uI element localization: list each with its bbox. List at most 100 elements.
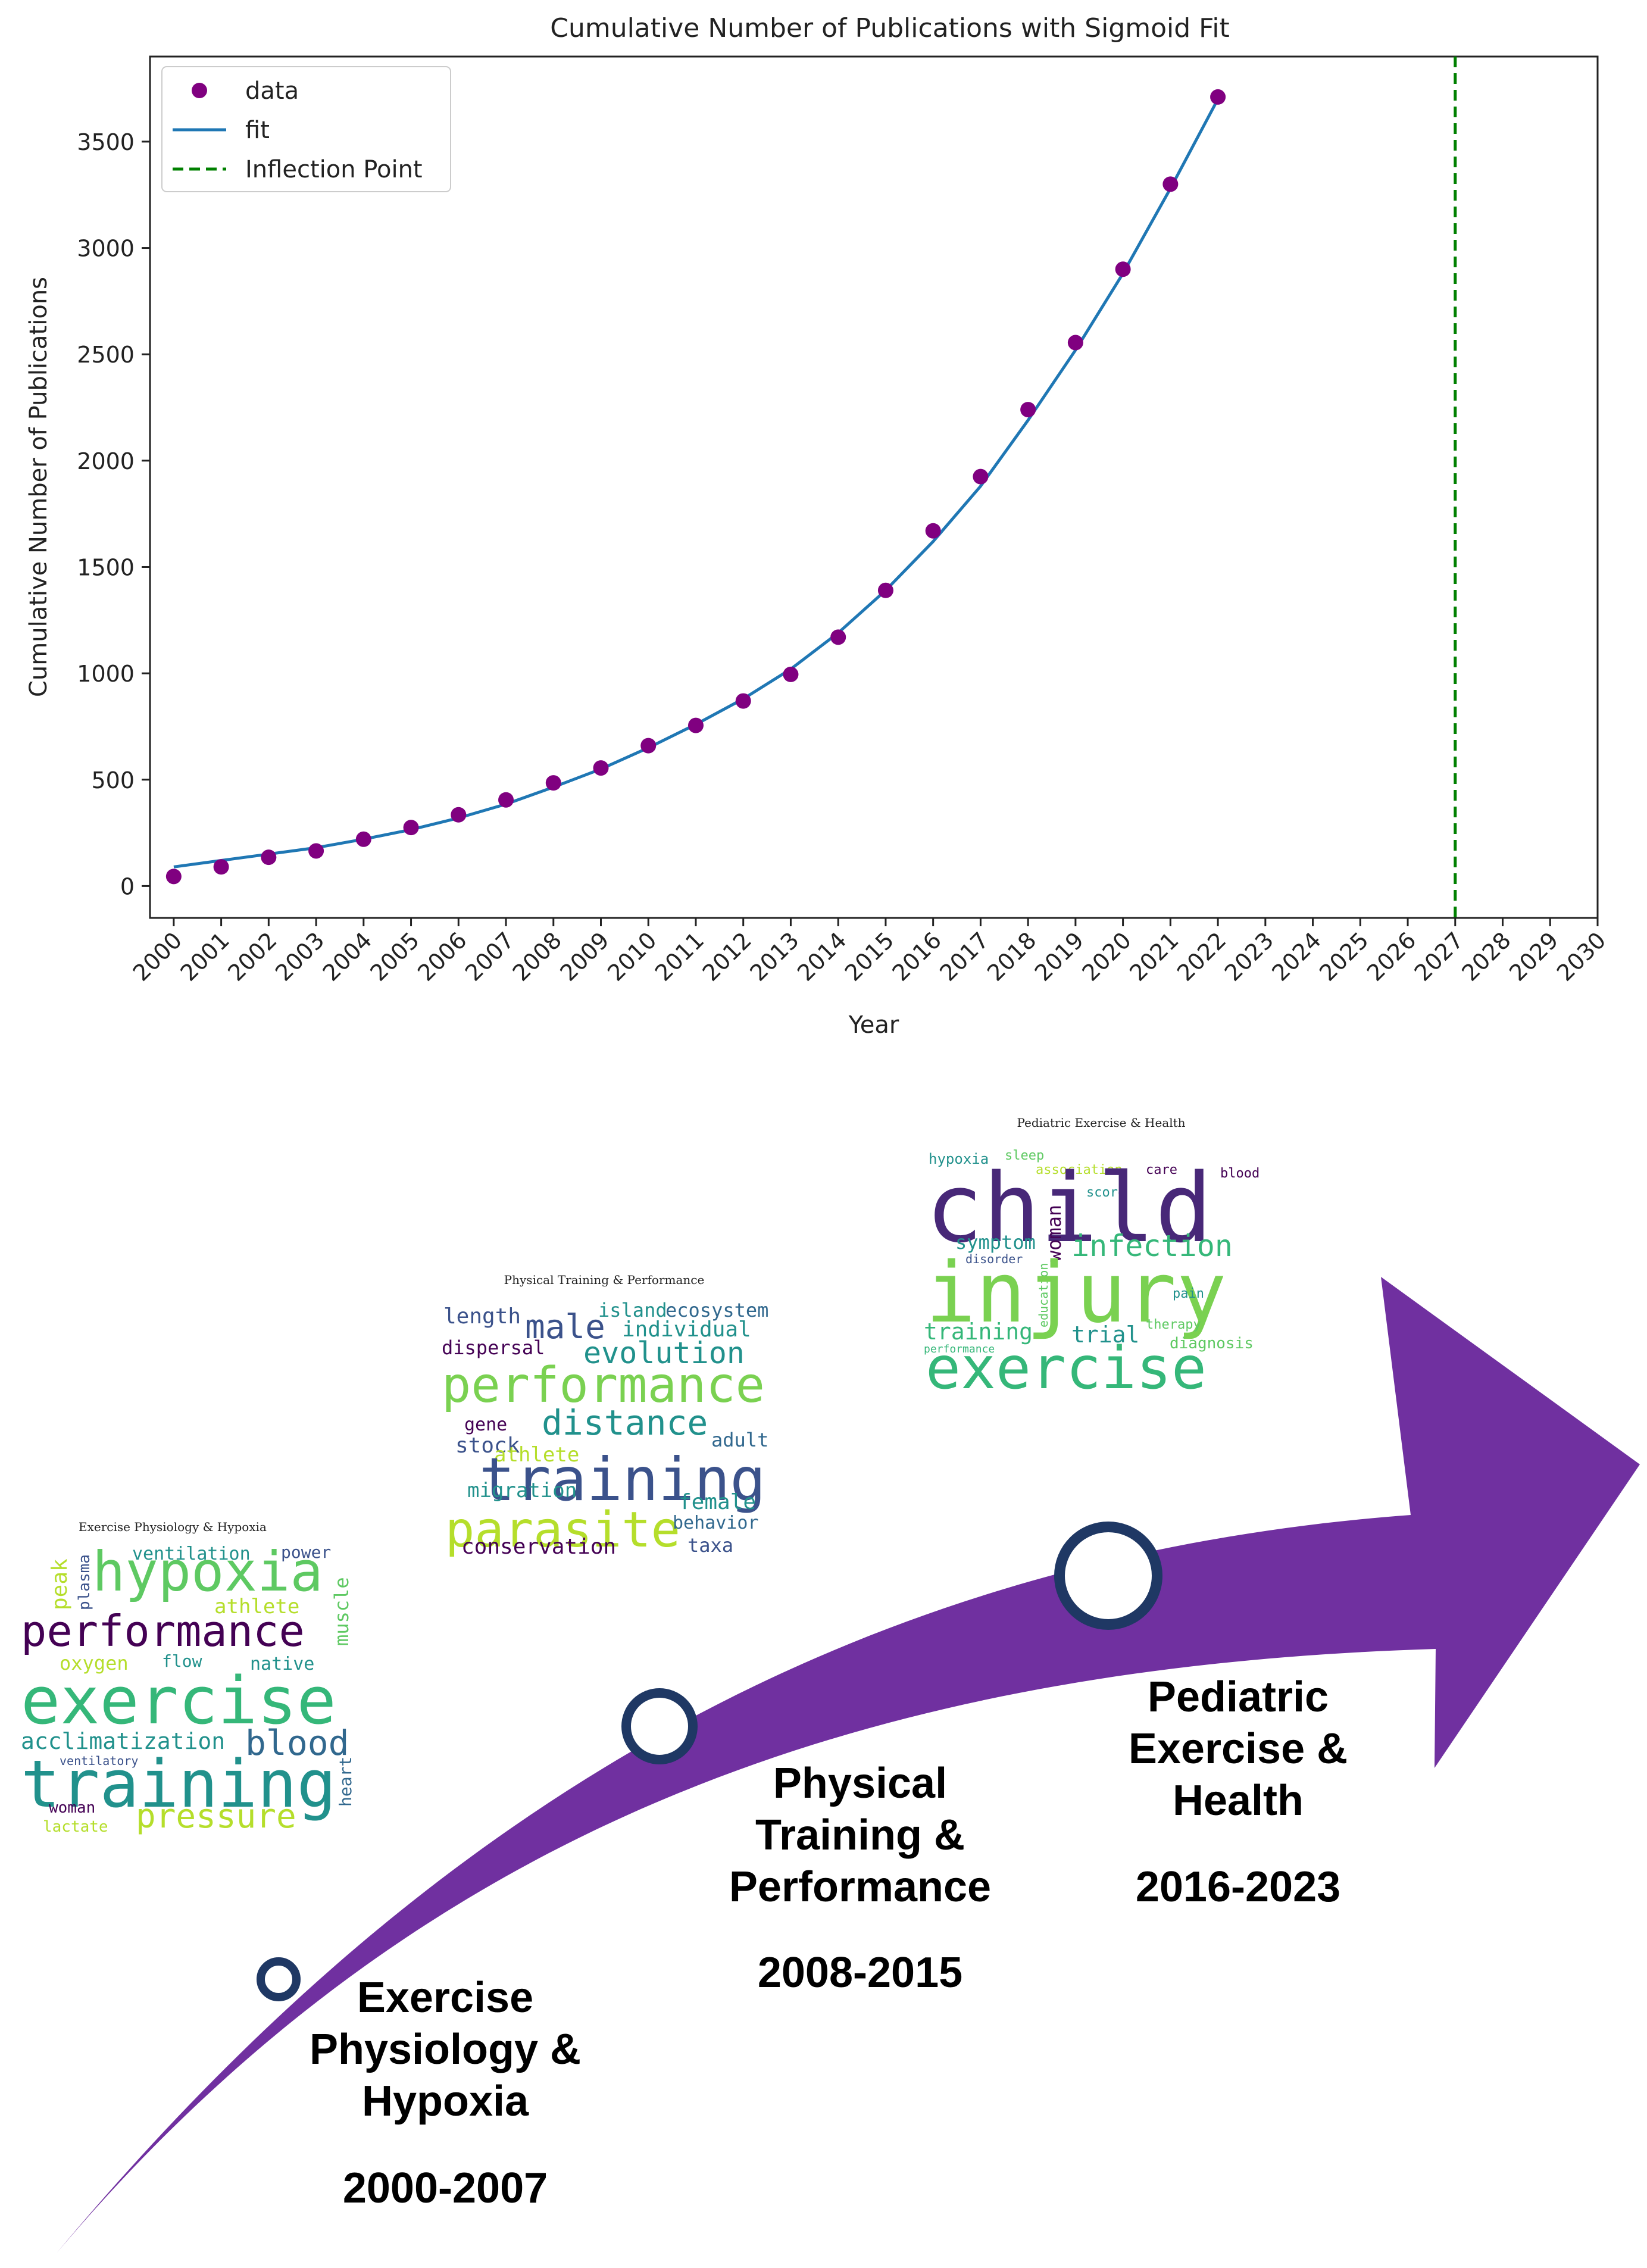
- data-point: [593, 760, 609, 776]
- wordcloud-word: athlete: [494, 1443, 579, 1467]
- wordcloud-word: sleep: [1005, 1148, 1044, 1163]
- wordcloud-word: association: [1036, 1163, 1123, 1177]
- wordcloud-word: lactate: [43, 1818, 108, 1836]
- x-tick-label: 2024: [1267, 927, 1326, 986]
- data-point: [783, 666, 799, 682]
- wordcloud-word: dispersal: [442, 1336, 545, 1359]
- y-tick-label: 0: [120, 873, 135, 899]
- wordcloud-word: oxygen: [60, 1652, 129, 1675]
- x-tick-label: 2020: [1077, 927, 1136, 986]
- wordcloud-word: parasite: [445, 1502, 680, 1558]
- wordcloud-word: adult: [711, 1429, 768, 1451]
- wordcloud-word: care: [1146, 1163, 1177, 1177]
- data-point: [735, 693, 751, 709]
- wordcloud-word: diagnosis: [1170, 1335, 1254, 1352]
- wordcloud-word: training: [21, 1746, 336, 1822]
- data-point: [355, 831, 371, 847]
- data-point: [261, 849, 277, 866]
- period-2-title-line-2: Training &: [755, 1811, 965, 1859]
- period-3-years: 2016-2023: [1136, 1863, 1340, 1911]
- x-tick-label: 2005: [365, 927, 424, 986]
- wordcloud-word: stock: [455, 1433, 520, 1458]
- wordcloud-word: education: [1036, 1263, 1051, 1327]
- legend-inflection-label: Inflection Point: [245, 156, 423, 183]
- data-point: [925, 523, 941, 539]
- wordcloud-word: pain: [1173, 1286, 1204, 1301]
- wordcloud-word: symptom: [955, 1231, 1036, 1254]
- wordcloud-word: performance: [21, 1606, 305, 1656]
- wordcloud-word: pressure: [136, 1797, 296, 1836]
- x-tick-label: 2002: [223, 927, 282, 986]
- x-tick-label: 2003: [270, 927, 330, 986]
- period-label-2: Physical Training & Performance 2008-201…: [729, 1760, 991, 1997]
- y-tick-label: 2000: [77, 448, 135, 474]
- wordcloud-word: blood: [245, 1723, 349, 1763]
- wordcloud-word: native: [250, 1654, 314, 1675]
- period-1-title-line-3: Hypoxia: [362, 2078, 529, 2125]
- data-point: [498, 792, 514, 808]
- x-tick-label: 2016: [887, 927, 947, 986]
- y-axis-ticks: 0 500 1000 1500 2000 2500 3000 3500: [77, 129, 150, 899]
- wordcloud-word: length: [443, 1304, 521, 1329]
- x-tick-label: 2025: [1314, 927, 1374, 986]
- wordcloud-word: power: [281, 1542, 331, 1562]
- x-tick-label: 2006: [412, 927, 472, 986]
- x-tick-label: 2008: [508, 927, 567, 986]
- timeline-marker-2: [621, 1688, 698, 1764]
- timeline-arrow: [57, 1277, 1640, 2253]
- wordcloud-word: plasma: [76, 1554, 93, 1610]
- fit-line: [173, 98, 1220, 869]
- x-tick-label: 2004: [318, 927, 377, 986]
- period-3-title-line-2: Exercise &: [1129, 1725, 1348, 1773]
- data-point: [308, 843, 324, 859]
- wordcloud-word: trial: [1071, 1322, 1139, 1348]
- wordcloud-word: conservation: [461, 1535, 616, 1559]
- period-label-1: Exercise Physiology & Hypoxia 2000-2007: [310, 1974, 581, 2212]
- x-tick-label: 2018: [982, 927, 1042, 986]
- wordcloud-2-title: Physical Training & Performance: [504, 1273, 705, 1287]
- data-point: [640, 738, 657, 754]
- wordcloud-word: hypoxia: [92, 1540, 323, 1604]
- period-2-years: 2008-2015: [758, 1949, 962, 1997]
- wordcloud-word: migration: [467, 1479, 577, 1502]
- wordcloud-word: behavior: [673, 1513, 759, 1533]
- data-point: [1162, 176, 1179, 192]
- data-point: [403, 820, 419, 836]
- x-tick-label: 2019: [1030, 927, 1089, 986]
- wordcloud-3-title: Pediatric Exercise & Health: [1017, 1116, 1185, 1130]
- x-axis-label: Year: [848, 1011, 899, 1039]
- wordcloud-word: ecosystem: [665, 1299, 768, 1322]
- x-axis-ticks: 2000200120022003200420052006200720082009…: [128, 918, 1611, 986]
- wordcloud-word: training: [479, 1445, 766, 1514]
- y-tick-label: 3000: [77, 236, 135, 262]
- wordcloud-word: woman: [1043, 1205, 1065, 1262]
- period-2-title-line-3: Performance: [729, 1863, 991, 1911]
- wordcloud-word: injury: [926, 1245, 1227, 1342]
- data-point: [1067, 335, 1083, 351]
- y-tick-label: 1500: [77, 554, 135, 580]
- chart-title: Cumulative Number of Publications with S…: [550, 13, 1230, 43]
- x-tick-label: 2021: [1124, 927, 1184, 986]
- wordcloud-word: heart: [336, 1757, 355, 1807]
- x-tick-label: 2000: [128, 927, 187, 986]
- x-tick-label: 2009: [555, 927, 614, 986]
- data-point: [213, 859, 229, 875]
- wordcloud-word: evolution: [583, 1336, 745, 1370]
- timeline-figure: Exercise Physiology & Hypoxia 2000-2007 …: [21, 1116, 1640, 2253]
- wordcloud-word: peak: [48, 1558, 72, 1610]
- wordcloud-1-title: Exercise Physiology & Hypoxia: [79, 1520, 267, 1534]
- period-3-title-line-3: Health: [1173, 1777, 1304, 1825]
- wordcloud-word: male: [525, 1308, 605, 1347]
- x-tick-label: 2017: [935, 927, 994, 986]
- y-tick-label: 500: [91, 767, 135, 794]
- wordcloud-word: taxa: [687, 1534, 733, 1557]
- legend: data fit Inflection Point: [161, 66, 451, 192]
- publications-chart: Cumulative Number of Publications with S…: [25, 13, 1611, 1039]
- data-point: [687, 717, 704, 733]
- wordcloud-word: child: [926, 1152, 1212, 1264]
- x-tick-label: 2012: [698, 927, 757, 986]
- wordcloud-word: training: [924, 1319, 1033, 1345]
- wordcloud-2: Physical Training & Performance length i…: [442, 1273, 768, 1559]
- period-1-title-line-2: Physiology &: [310, 2026, 581, 2073]
- period-label-3: Pediatric Exercise & Health 2016-2023: [1129, 1673, 1348, 1911]
